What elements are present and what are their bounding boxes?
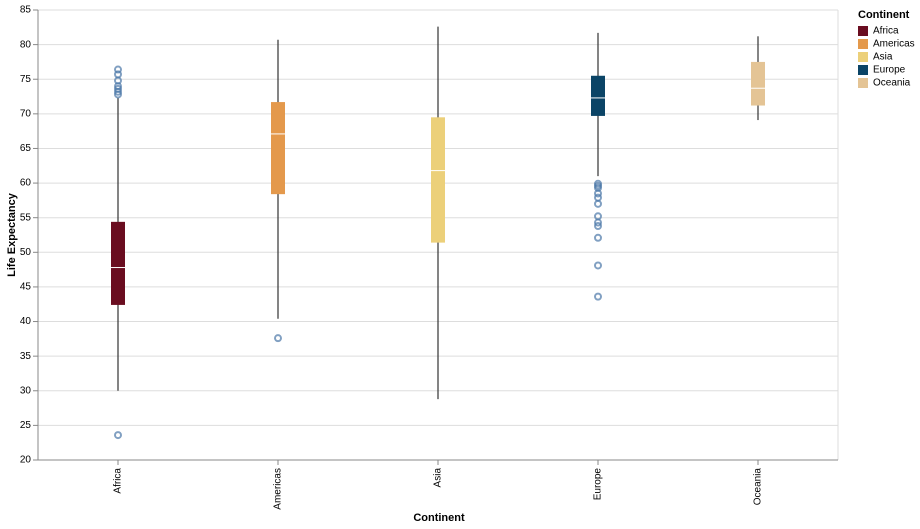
legend-swatch — [858, 65, 868, 75]
outlier — [114, 65, 122, 74]
legend-label: Oceania — [873, 78, 911, 89]
legend-label: Europe — [873, 65, 906, 76]
outlier — [594, 199, 602, 208]
x-axis-label: Continent — [413, 512, 465, 524]
outlier — [594, 222, 602, 230]
x-tick-label: Africa — [113, 468, 124, 494]
y-tick-label: 75 — [20, 74, 32, 85]
outlier — [594, 189, 602, 198]
y-tick-label: 65 — [20, 143, 32, 154]
x-tick-label: Asia — [433, 468, 444, 488]
y-tick-label: 45 — [20, 282, 32, 293]
legend-swatch — [858, 39, 868, 49]
outlier — [274, 334, 282, 343]
x-tick-label: Oceania — [753, 468, 764, 506]
legend-label: Asia — [873, 52, 893, 63]
y-tick-label: 70 — [20, 108, 32, 119]
outlier — [594, 193, 602, 202]
outlier — [114, 87, 122, 96]
outlier — [594, 261, 602, 270]
y-tick-label: 35 — [20, 351, 32, 362]
outlier — [114, 70, 122, 79]
outlier — [594, 218, 602, 227]
outlier — [114, 90, 122, 99]
outlier — [594, 233, 602, 242]
y-tick-label: 40 — [20, 316, 32, 327]
box — [431, 117, 445, 243]
legend-swatch — [858, 52, 868, 62]
y-tick-label: 25 — [20, 420, 32, 431]
outlier — [594, 212, 602, 221]
y-axis-label: Life Expectancy — [6, 192, 18, 277]
y-tick-label: 30 — [20, 385, 32, 396]
y-tick-label: 80 — [20, 39, 32, 50]
legend-swatch — [858, 26, 868, 36]
legend-label: Americas — [873, 39, 915, 50]
y-tick-label: 20 — [20, 455, 32, 466]
y-tick-label: 50 — [20, 247, 32, 258]
legend-swatch — [858, 78, 868, 88]
x-tick-label: Americas — [273, 468, 284, 510]
legend-title: Continent — [858, 9, 910, 21]
x-tick-label: Europe — [593, 468, 604, 501]
box — [591, 75, 605, 116]
outlier — [594, 292, 602, 301]
box — [111, 221, 125, 305]
y-tick-label: 60 — [20, 178, 32, 189]
box — [271, 102, 285, 195]
box — [751, 61, 765, 106]
legend-label: Africa — [873, 26, 899, 37]
outlier — [114, 431, 122, 440]
y-tick-label: 85 — [20, 5, 32, 16]
y-tick-label: 55 — [20, 212, 32, 223]
